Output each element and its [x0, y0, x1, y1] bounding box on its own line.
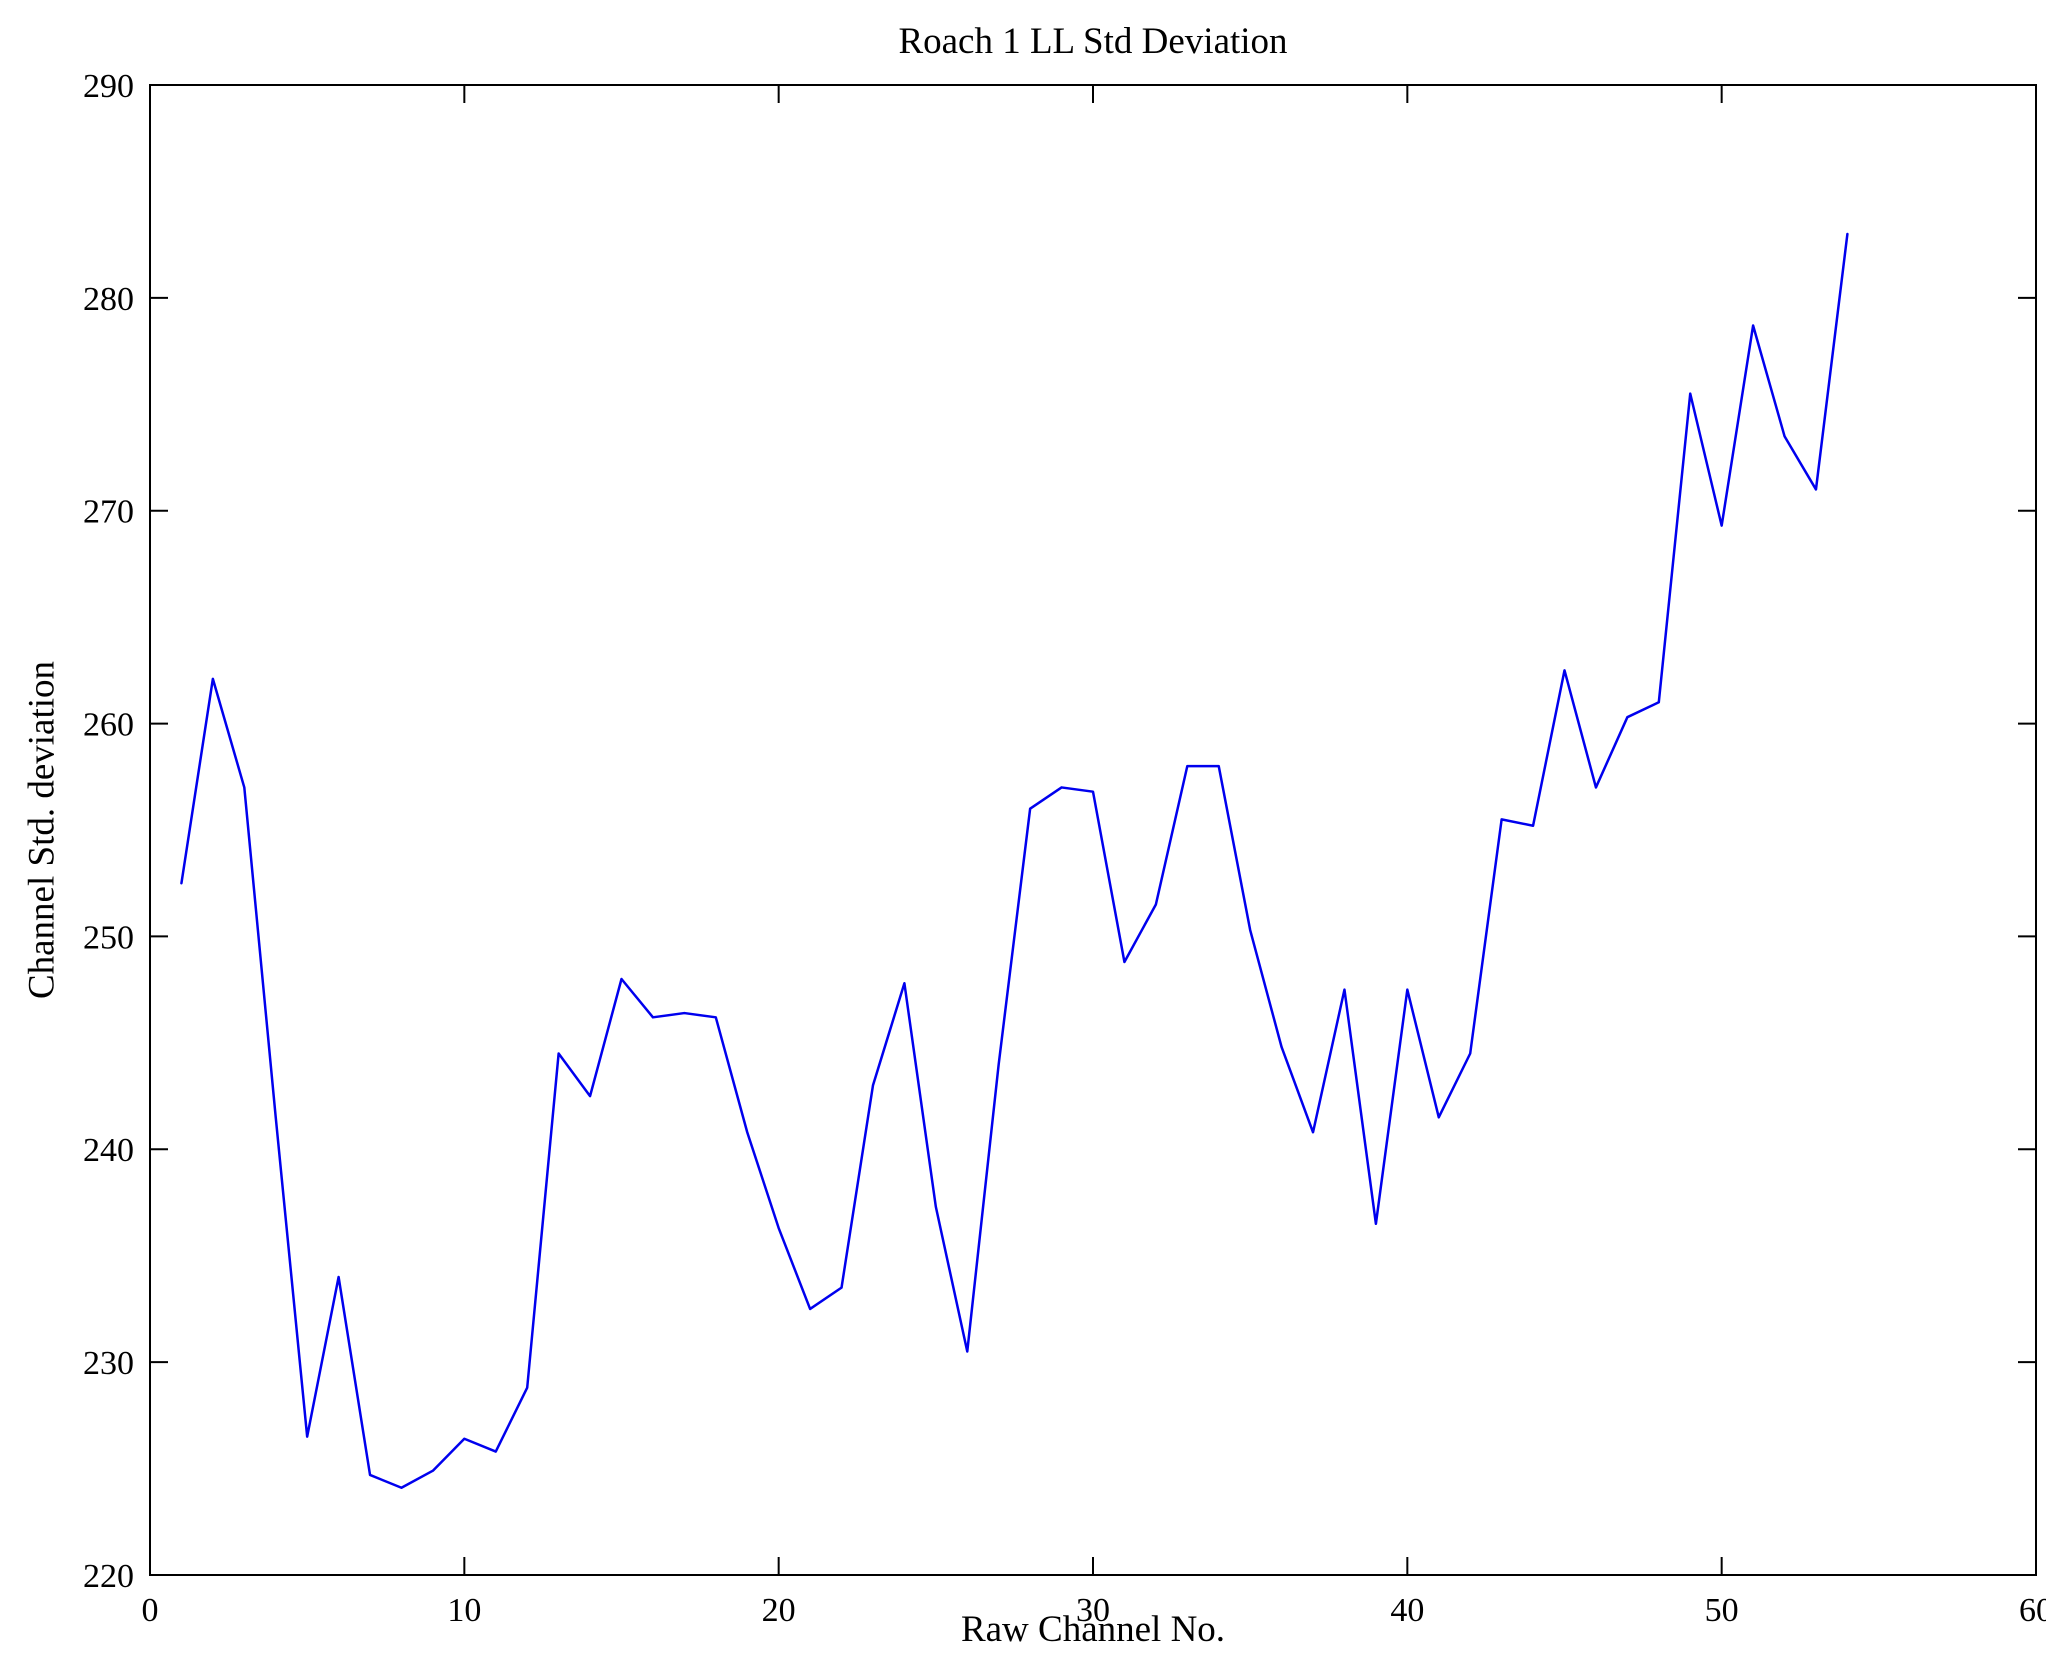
x-tick-label: 40 — [1390, 1592, 1424, 1629]
x-axis-label: Raw Channel No. — [960, 1609, 1226, 1650]
y-tick-label: 290 — [83, 68, 134, 105]
axes-box — [149, 84, 2037, 1576]
chart-title: Roach 1 LL Std Deviation — [898, 21, 1288, 62]
y-tick-label: 270 — [83, 494, 134, 531]
x-tick-label: 10 — [447, 1592, 481, 1629]
x-tick-label: 50 — [1705, 1592, 1739, 1629]
data-line — [180, 232, 1849, 1489]
x-tick-label: 0 — [142, 1592, 159, 1629]
x-tick-label: 30 — [1076, 1592, 1110, 1629]
y-tick-label: 250 — [83, 919, 134, 956]
y-tick-label: 260 — [83, 706, 134, 743]
y-tick-label: 230 — [83, 1345, 134, 1382]
y-tick-label: 240 — [83, 1132, 134, 1169]
x-tick-label: 20 — [762, 1592, 796, 1629]
y-tick-label: 220 — [83, 1558, 134, 1595]
x-tick-label: 60 — [2019, 1592, 2046, 1629]
y-tick-label: 280 — [83, 281, 134, 318]
